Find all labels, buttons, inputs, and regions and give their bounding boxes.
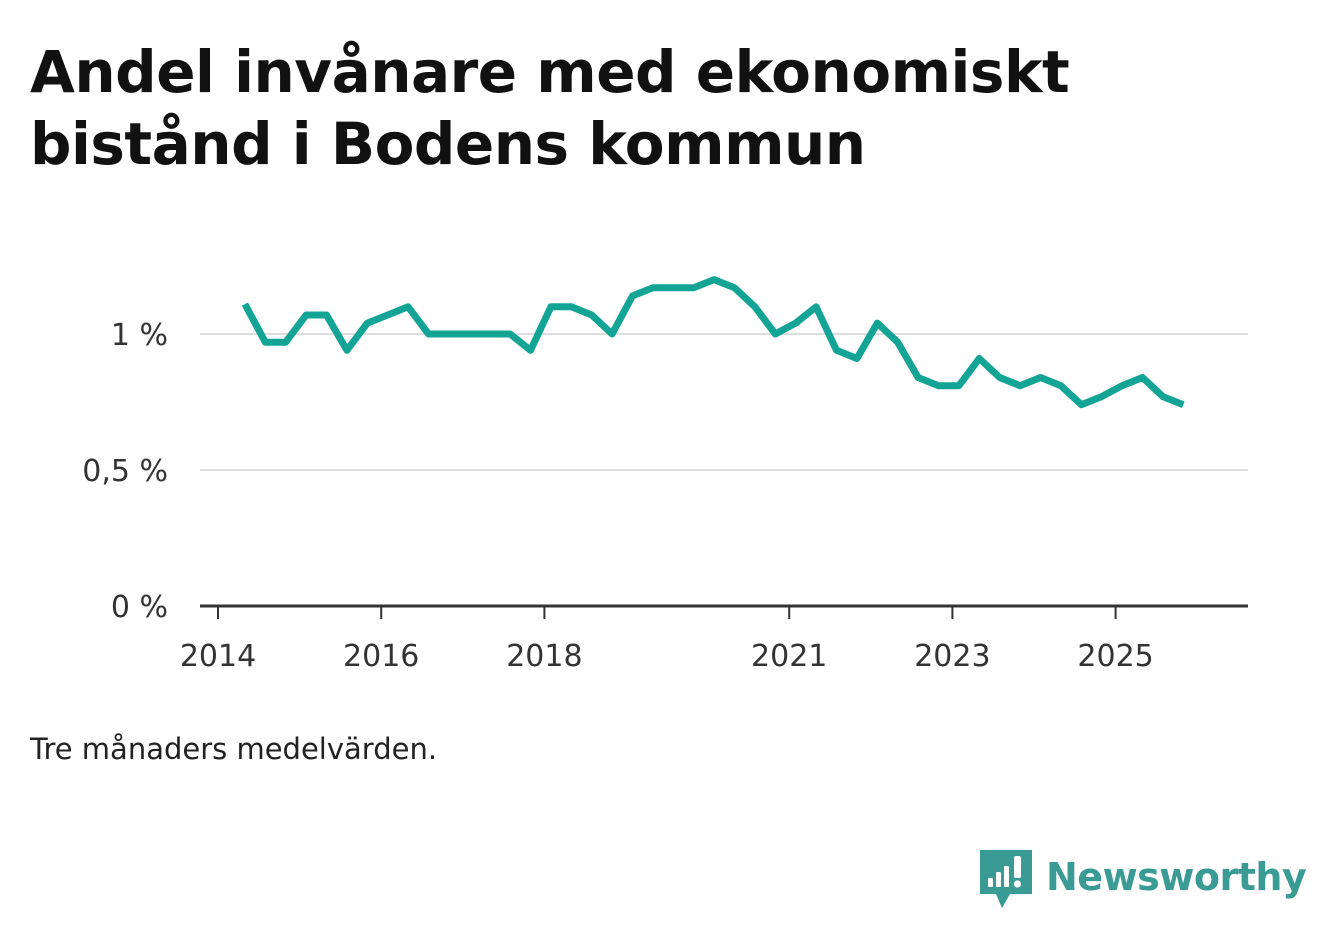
series-layer [241, 276, 1185, 409]
y-tick-label: 0 % [111, 590, 168, 625]
x-tick-label: 2018 [506, 639, 582, 674]
x-tick-label: 2016 [343, 639, 419, 674]
y-tick-label: 0,5 % [82, 454, 168, 489]
y-tick-label: 1 % [111, 318, 168, 353]
grid-layer [200, 333, 1248, 471]
label-layer: 0 % 0,5 % 1 % 2014 2016 2018 2021 2023 2025 [82, 318, 1154, 674]
x-tick-label: 2025 [1077, 639, 1153, 674]
x-tick-label: 2021 [751, 639, 827, 674]
brand-name: Newsworthy [1046, 855, 1307, 899]
axis-layer [200, 604, 1248, 619]
series-line [241, 276, 1185, 409]
newsworthy-logo-icon [980, 850, 1032, 908]
x-tick-label: 2014 [180, 639, 256, 674]
x-tick-label: 2023 [914, 639, 990, 674]
chart-title: Andel invånare med ekonomiskt bistånd i … [30, 38, 1070, 178]
brand-logo[interactable]: Newsworthy [980, 850, 1307, 910]
footnote: Tre månaders medelvärden. [30, 732, 438, 766]
